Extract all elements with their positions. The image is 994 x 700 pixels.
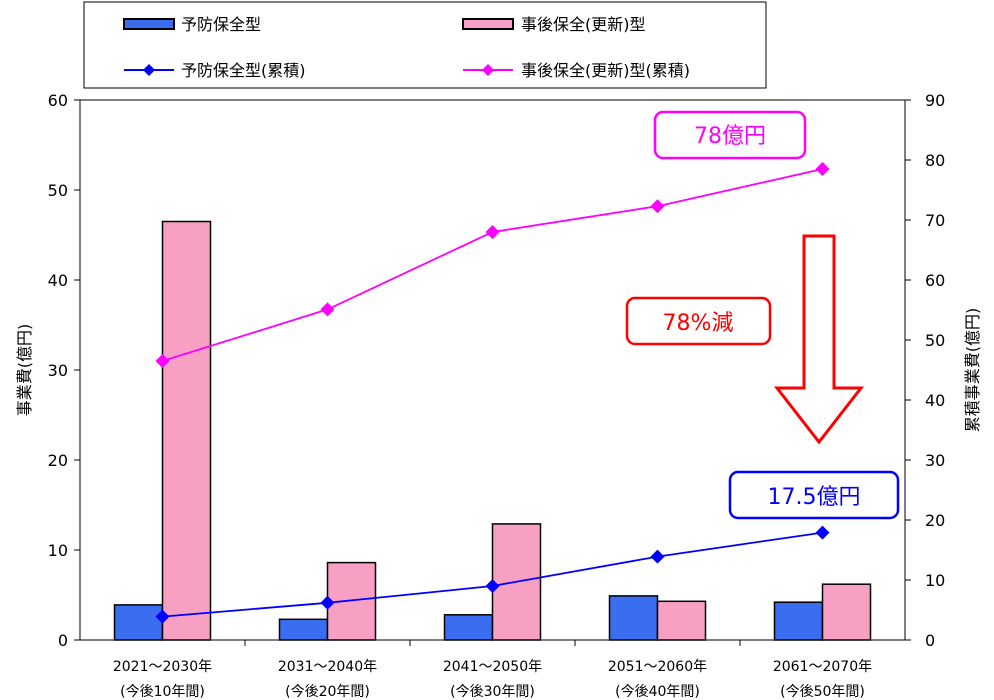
- bar-series: [113, 220, 872, 641]
- y2-tick-label: 20: [925, 511, 945, 530]
- y2-tick-label: 90: [925, 91, 945, 110]
- x-tick-label: 2061～2070年: [773, 659, 872, 675]
- reduction-arrow: [773, 234, 865, 445]
- y-tick-label: 30: [48, 361, 68, 380]
- data-point-marker: [815, 162, 830, 176]
- callout-bottom: 17.5億円: [728, 470, 900, 520]
- x-tick-sublabel: (今後50年間): [780, 684, 865, 700]
- data-point-marker: [485, 225, 500, 239]
- callout-text: 78億円: [694, 124, 766, 149]
- callout-box: [625, 296, 772, 346]
- legend-swatch: [123, 18, 175, 30]
- bar: [821, 583, 872, 641]
- bar: [161, 220, 212, 641]
- legend-label: 事後保全(更新)型: [521, 15, 646, 34]
- x-tick-label: 2031～2040年: [278, 659, 377, 675]
- legend-label: 事後保全(更新)型(累積): [521, 61, 690, 80]
- callout-text: 78%減: [663, 311, 734, 336]
- legend-swatch: [462, 18, 514, 30]
- y-tick-label: 40: [48, 271, 68, 290]
- y2-tick-label: 30: [925, 451, 945, 470]
- legend: 予防保全型 事後保全(更新)型 予防保全型(累積) 事後保全(更新)型(累積): [83, 1, 767, 89]
- legend-box: [83, 1, 767, 89]
- y2-tick-label: 80: [925, 151, 945, 170]
- data-point-marker: [650, 549, 665, 564]
- legend-label: 予防保全型(累積): [181, 61, 306, 80]
- bar: [278, 618, 329, 641]
- y2-tick-label: 60: [925, 271, 945, 290]
- legend-label: 予防保全型: [181, 15, 261, 34]
- legend-item-corrective-bar: 事後保全(更新)型: [462, 15, 646, 34]
- callout-box: [653, 110, 807, 160]
- data-point-marker: [485, 579, 500, 593]
- legend-marker: [143, 64, 155, 76]
- data-point-marker: [320, 595, 335, 610]
- y-axis-right-title: 累積事業費(億円): [963, 308, 982, 433]
- x-tick-sublabel: (今後10年間): [120, 684, 205, 700]
- x-tick-label: 2051～2060年: [608, 659, 707, 675]
- y2-tick-label: 10: [925, 571, 945, 590]
- bar: [773, 601, 824, 641]
- legend-item-preventive-line: 予防保全型(累積): [124, 61, 306, 80]
- callout-top: 78億円: [653, 110, 807, 160]
- x-tick-sublabel: (今後20年間): [285, 684, 370, 700]
- legend-item-preventive-bar: 予防保全型: [123, 15, 261, 34]
- y2-tick-label: 40: [925, 391, 945, 410]
- x-tick-sublabel: (今後40年間): [615, 684, 700, 700]
- x-tick-sublabel: (今後30年間): [450, 684, 535, 700]
- data-point-marker: [155, 609, 170, 624]
- callout-box: [728, 470, 900, 520]
- bar: [443, 614, 494, 641]
- legend-marker: [482, 64, 494, 76]
- y-axis-left-title: 事業費(億円): [15, 324, 34, 417]
- legend-item-corrective-line: 事後保全(更新)型(累積): [463, 61, 690, 80]
- data-point-marker: [815, 525, 830, 540]
- y-axis-right: 0 10 20 30 40 50 60 70 80 90: [905, 91, 945, 650]
- y-tick-label: 10: [48, 541, 68, 560]
- data-point-marker: [320, 302, 335, 317]
- y-tick-label: 20: [48, 451, 68, 470]
- line-series: [155, 162, 830, 624]
- y-tick-label: 50: [48, 181, 68, 200]
- callout-reduction: 78%減: [625, 296, 772, 346]
- y2-tick-label: 50: [925, 331, 945, 350]
- y-tick-label: 0: [58, 631, 68, 650]
- callout-text: 17.5億円: [768, 485, 861, 510]
- y-axis-left: 0 10 20 30 40 50 60: [48, 91, 80, 650]
- data-point-marker: [155, 354, 170, 368]
- bar: [656, 600, 707, 641]
- bar: [113, 604, 164, 641]
- y2-tick-label: 70: [925, 211, 945, 230]
- x-tick-label: 2021～2030年: [113, 659, 212, 675]
- y-tick-label: 60: [48, 91, 68, 110]
- bar: [608, 595, 659, 641]
- x-axis-categories: 2021～2030年 (今後10年間) 2031～2040年 (今後20年間) 2041…: [113, 640, 872, 700]
- data-point-marker: [650, 199, 665, 214]
- y2-tick-label: 0: [925, 631, 935, 650]
- x-tick-label: 2041～2050年: [443, 659, 542, 675]
